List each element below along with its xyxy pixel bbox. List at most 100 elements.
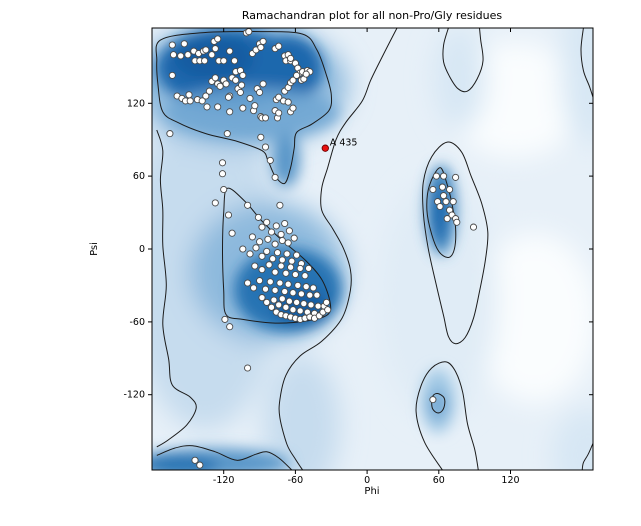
residue-point [267,228,276,236]
residue-point [277,230,285,238]
y-tick-label: -120 [123,390,145,401]
residue-point [443,215,451,223]
residue-point [265,261,273,269]
residue-point [281,219,289,228]
residue-point [276,279,284,287]
residue-point [258,266,266,274]
residue-point [276,201,284,209]
residue-point [211,45,219,53]
residue-point [263,247,271,255]
residue-point [305,264,313,272]
residue-point [282,269,290,277]
residue-point [322,298,331,306]
residue-point [293,298,301,306]
residue-point [293,71,301,79]
residue-point [301,272,309,280]
residue-point [309,284,317,292]
residue-point [256,277,264,285]
residue-point [285,227,293,235]
contour-allowed [156,445,293,470]
residue-point [275,42,283,50]
residue-point [289,104,297,112]
residue-point [436,202,444,211]
residue-point [224,211,233,219]
residue-point [264,235,272,243]
residue-point [302,283,310,291]
residue-point [296,307,304,315]
residue-point [196,461,204,469]
marked-residue-point [321,144,329,152]
residue-point [289,289,297,297]
residue-point [202,92,210,100]
residue-point [429,185,437,194]
residue-point [218,170,227,178]
residue-point [180,40,188,48]
tick-labels-layer: -120 -60 0 60 120 120 60 0 -60 -120 [123,98,519,486]
residue-point [168,71,176,79]
residue-point [272,222,280,230]
residue-point [263,218,271,226]
residue-point [184,51,192,59]
residue-point [201,57,209,65]
residue-point [275,301,283,309]
residue-point [214,103,222,111]
contour-allowed [442,28,484,93]
residue-point [306,291,314,299]
residue-points-layer [166,28,478,469]
x-tick-label: 120 [501,475,519,486]
residue-point [271,286,279,294]
residue-point [261,143,270,151]
residue-point [166,130,174,138]
residue-point [254,213,262,221]
residue-point [302,70,310,78]
residue-point [324,306,332,314]
residue-point [203,103,211,111]
residue-point [185,91,193,99]
contour-allowed [156,129,197,448]
contour-favored [426,167,457,259]
residue-point [246,250,254,258]
residue-point [211,74,219,82]
x-tick-label: 60 [433,475,445,486]
ticks-layer [148,28,593,474]
contour-favored [155,31,333,185]
residue-point [438,183,446,191]
residue-point [296,264,304,272]
residue-point [284,98,292,106]
x-tick-label: -120 [213,475,235,486]
x-tick-label: -60 [288,475,304,486]
residue-point [239,104,247,112]
density-layer [152,28,593,470]
residue-point [256,88,264,96]
residue-point [281,287,289,296]
y-tick-label: 0 [139,244,145,255]
residue-point [216,82,224,90]
residue-point [258,223,266,231]
residue-point [263,298,271,306]
residue-point [278,256,286,264]
residue-point [221,315,229,323]
residue-point [270,296,278,304]
residue-point [290,234,298,242]
residue-point [226,323,234,331]
residue-point [452,173,460,181]
contour-allowed [421,141,489,345]
residue-point [293,251,301,259]
residue-point [294,281,302,289]
residue-point [214,35,222,43]
residue-point [289,306,297,314]
residue-point [283,250,291,258]
residue-point [453,218,461,226]
residue-point [287,263,295,271]
residue-point [288,257,296,265]
residue-point [429,396,437,404]
residue-point [208,51,216,59]
y-tick-label: -60 [129,317,145,328]
residue-point [271,173,279,181]
residue-point [261,285,270,293]
residue-point [168,41,176,49]
residue-point [271,268,279,276]
residue-point [232,76,240,84]
